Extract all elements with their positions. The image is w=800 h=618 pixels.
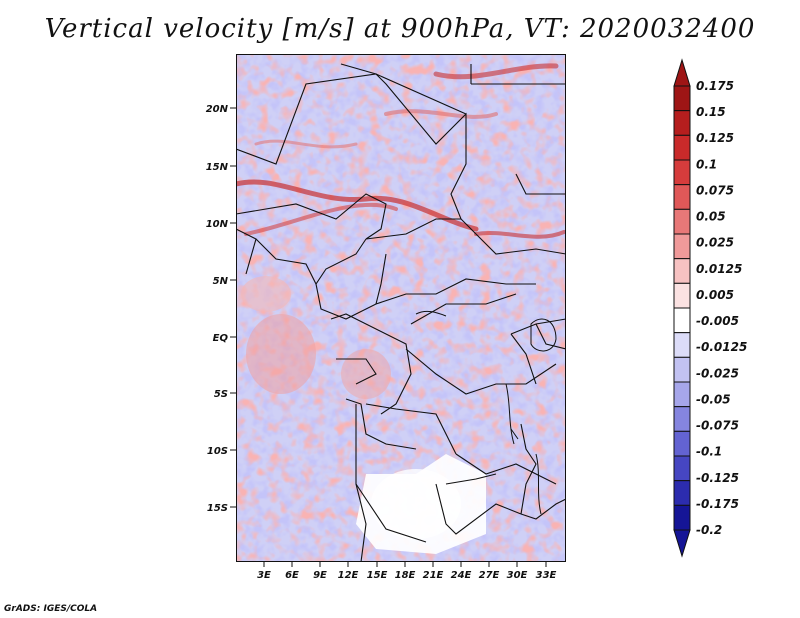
map-panel bbox=[236, 54, 566, 562]
colorbar-level-label: -0.005 bbox=[696, 314, 739, 328]
colorbar-bottom-arrow bbox=[673, 529, 691, 558]
colorbar-level-label: 0.15 bbox=[696, 105, 726, 119]
lakes bbox=[415, 310, 557, 515]
lat-tick-label: EQ bbox=[213, 333, 229, 344]
colorbar-level-label: -0.075 bbox=[696, 419, 739, 433]
colorbar-level-label: -0.175 bbox=[696, 497, 739, 511]
lon-tick-label: 24E bbox=[451, 570, 472, 581]
rising-patches bbox=[241, 276, 391, 399]
colorbar-level-label: 0.005 bbox=[696, 288, 734, 302]
colorbar-level-label: 0.0125 bbox=[696, 262, 742, 276]
colorbar-swatch bbox=[673, 455, 691, 482]
colorbar-top-arrow bbox=[673, 58, 691, 87]
colorbar-swatch bbox=[673, 85, 691, 112]
lat-tick-label: 15N bbox=[206, 162, 229, 173]
lon-axis: 3E 6E 9E 12E 15E 18E 21E 24E 27E 30E 33E bbox=[257, 562, 557, 581]
lon-tick-label: 3E bbox=[257, 570, 271, 581]
colorbar-level-label: -0.2 bbox=[696, 523, 722, 537]
colorbar-labels: 0.175 0.15 0.125 0.1 0.075 0.05 0.025 0.0125 0.0… bbox=[696, 79, 747, 537]
colorbar-level-label: -0.1 bbox=[696, 445, 722, 459]
lat-tick-label: 10N bbox=[206, 219, 229, 230]
colorbar-swatch bbox=[673, 233, 691, 260]
country-borders bbox=[236, 63, 566, 562]
colorbar-swatch bbox=[673, 184, 691, 210]
colorbar-level-label: 0.05 bbox=[696, 210, 726, 224]
lat-tick-label: 15S bbox=[207, 503, 228, 514]
colorbar-swatch bbox=[673, 258, 691, 284]
colorbar-swatch bbox=[673, 208, 691, 235]
colorbar-swatch bbox=[673, 159, 691, 186]
colorbar-swatch bbox=[673, 134, 691, 161]
neutral-region bbox=[356, 454, 486, 554]
lat-tick-label: 20N bbox=[206, 104, 229, 115]
colorbar-level-label: 0.175 bbox=[696, 79, 734, 93]
plot-title: Vertical velocity [m/s] at 900hPa, VT: 2… bbox=[44, 14, 756, 44]
lon-tick-label: 30E bbox=[507, 570, 528, 581]
colorbar-level-label: -0.125 bbox=[696, 471, 739, 485]
lon-tick-label: 33E bbox=[536, 570, 557, 581]
colorbar-swatch bbox=[673, 430, 691, 457]
lat-tick-label: 10S bbox=[207, 446, 228, 457]
grads-credit: GrADS: IGES/COLA bbox=[4, 604, 98, 614]
colorbar-swatch bbox=[673, 282, 691, 309]
colorbar-swatch bbox=[673, 110, 691, 136]
lat-axis: 20N 15N 10N 5N EQ 5S 10S 15S bbox=[206, 104, 236, 514]
lon-tick-label: 27E bbox=[479, 570, 500, 581]
lon-tick-label: 18E bbox=[395, 570, 416, 581]
colorbar-swatch bbox=[673, 307, 691, 334]
lat-tick-label: 5S bbox=[214, 389, 228, 400]
lon-tick-label: 12E bbox=[338, 570, 359, 581]
colorbar-swatch bbox=[673, 480, 691, 506]
colorbar-level-label: -0.05 bbox=[696, 392, 731, 406]
colorbar-level-label: 0.1 bbox=[696, 157, 717, 171]
colorbar: 0.175 0.15 0.125 0.1 0.075 0.05 0.025 0.0125 0.0… bbox=[673, 58, 747, 558]
lon-tick-label: 9E bbox=[313, 570, 327, 581]
rising-bands bbox=[236, 63, 566, 239]
colorbar-level-label: 0.025 bbox=[696, 236, 734, 250]
colorbar-level-label: 0.125 bbox=[696, 131, 734, 145]
colorbar-boxes bbox=[673, 58, 691, 558]
map-frame-border bbox=[236, 54, 566, 562]
colorbar-swatch bbox=[673, 504, 691, 531]
colorbar-swatch bbox=[673, 356, 691, 383]
colorbar-swatch bbox=[673, 332, 691, 358]
lon-tick-label: 6E bbox=[285, 570, 299, 581]
colorbar-swatch bbox=[673, 381, 691, 408]
colorbar-level-label: -0.025 bbox=[696, 366, 739, 380]
lon-tick-label: 15E bbox=[367, 570, 388, 581]
lon-tick-label: 21E bbox=[423, 570, 444, 581]
lat-tick-label: 5N bbox=[213, 276, 229, 287]
colorbar-level-label: 0.075 bbox=[696, 183, 734, 197]
colorbar-swatch bbox=[673, 406, 691, 432]
colorbar-level-label: -0.0125 bbox=[696, 340, 747, 354]
